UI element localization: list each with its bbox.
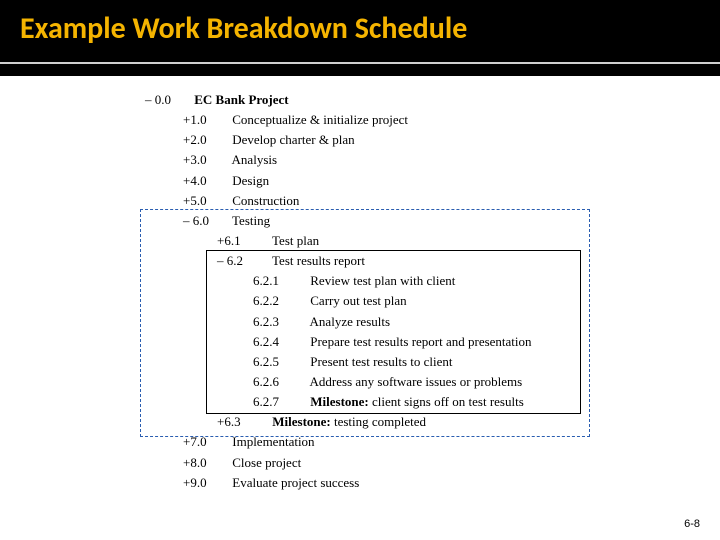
wbs-num: – 0.0: [145, 90, 191, 110]
wbs-label: Present test results to client: [310, 354, 452, 369]
wbs-num: +5.0: [183, 191, 229, 211]
wbs-num: 6.2.2: [253, 291, 307, 311]
wbs-item: +8.0 Close project: [145, 453, 532, 473]
wbs-label: client signs off on test results: [369, 394, 524, 409]
title-band: Example Work Breakdown Schedule: [0, 0, 720, 76]
wbs-root: – 0.0 EC Bank Project: [145, 90, 532, 110]
wbs-num: +2.0: [183, 130, 229, 150]
wbs-label: Test plan: [272, 233, 319, 248]
wbs-label: Analyze results: [310, 314, 391, 329]
wbs-item: 6.2.5 Present test results to client: [145, 352, 532, 372]
slide: Example Work Breakdown Schedule – 0.0 EC…: [0, 0, 720, 540]
page-number: 6-8: [684, 518, 700, 530]
wbs-num: +4.0: [183, 171, 229, 191]
wbs-num: 6.2.4: [253, 332, 307, 352]
wbs-milestone-63: +6.3 Milestone: testing completed: [145, 412, 532, 432]
wbs-num: +6.1: [217, 231, 269, 251]
wbs-num: 6.2.3: [253, 312, 307, 332]
wbs-item: +7.0 Implementation: [145, 432, 532, 452]
wbs-num: +7.0: [183, 432, 229, 452]
wbs-num: – 6.2: [217, 251, 269, 271]
wbs-label: Implementation: [232, 434, 314, 449]
wbs-item: 6.2.1 Review test plan with client: [145, 271, 532, 291]
wbs-label: Conceptualize & initialize project: [232, 112, 408, 127]
wbs-label: Develop charter & plan: [232, 132, 354, 147]
wbs-num: 6.2.7: [253, 392, 307, 412]
wbs-label: Evaluate project success: [232, 475, 359, 490]
wbs-testing: – 6.0 Testing: [145, 211, 532, 231]
wbs-outline: – 0.0 EC Bank Project +1.0 Conceptualize…: [145, 90, 532, 493]
wbs-label: Review test plan with client: [310, 273, 455, 288]
wbs-num: 6.2.6: [253, 372, 307, 392]
wbs-num: +9.0: [183, 473, 229, 493]
wbs-num: +3.0: [183, 150, 229, 170]
wbs-num: 6.2.5: [253, 352, 307, 372]
wbs-item: 6.2.6 Address any software issues or pro…: [145, 372, 532, 392]
wbs-item: +4.0 Design: [145, 171, 532, 191]
wbs-label: EC Bank Project: [194, 92, 288, 107]
slide-title: Example Work Breakdown Schedule: [20, 12, 700, 45]
wbs-num: 6.2.1: [253, 271, 307, 291]
wbs-item: +1.0 Conceptualize & initialize project: [145, 110, 532, 130]
wbs-num: +6.3: [217, 412, 269, 432]
wbs-item: +5.0 Construction: [145, 191, 532, 211]
wbs-label: Design: [232, 173, 269, 188]
wbs-item: +2.0 Develop charter & plan: [145, 130, 532, 150]
wbs-test-results-report: – 6.2 Test results report: [145, 251, 532, 271]
wbs-label: testing completed: [331, 414, 426, 429]
wbs-item: 6.2.2 Carry out test plan: [145, 291, 532, 311]
wbs-label: Analysis: [232, 152, 278, 167]
wbs-label: Test results report: [272, 253, 365, 268]
wbs-milestone-627: 6.2.7 Milestone: client signs off on tes…: [145, 392, 532, 412]
wbs-item: 6.2.3 Analyze results: [145, 312, 532, 332]
wbs-item: +3.0 Analysis: [145, 150, 532, 170]
wbs-label: Address any software issues or problems: [310, 374, 523, 389]
wbs-label: Testing: [232, 213, 270, 228]
wbs-num: – 6.0: [183, 211, 229, 231]
wbs-item: +9.0 Evaluate project success: [145, 473, 532, 493]
wbs-label: Construction: [232, 193, 299, 208]
wbs-num: +8.0: [183, 453, 229, 473]
wbs-label: Prepare test results report and presenta…: [310, 334, 531, 349]
wbs-label: Close project: [232, 455, 301, 470]
milestone-label: Milestone:: [310, 394, 368, 409]
milestone-label: Milestone:: [272, 414, 330, 429]
wbs-item: +6.1 Test plan: [145, 231, 532, 251]
wbs-num: +1.0: [183, 110, 229, 130]
wbs-label: Carry out test plan: [310, 293, 406, 308]
title-underline: [0, 62, 720, 64]
wbs-item: 6.2.4 Prepare test results report and pr…: [145, 332, 532, 352]
